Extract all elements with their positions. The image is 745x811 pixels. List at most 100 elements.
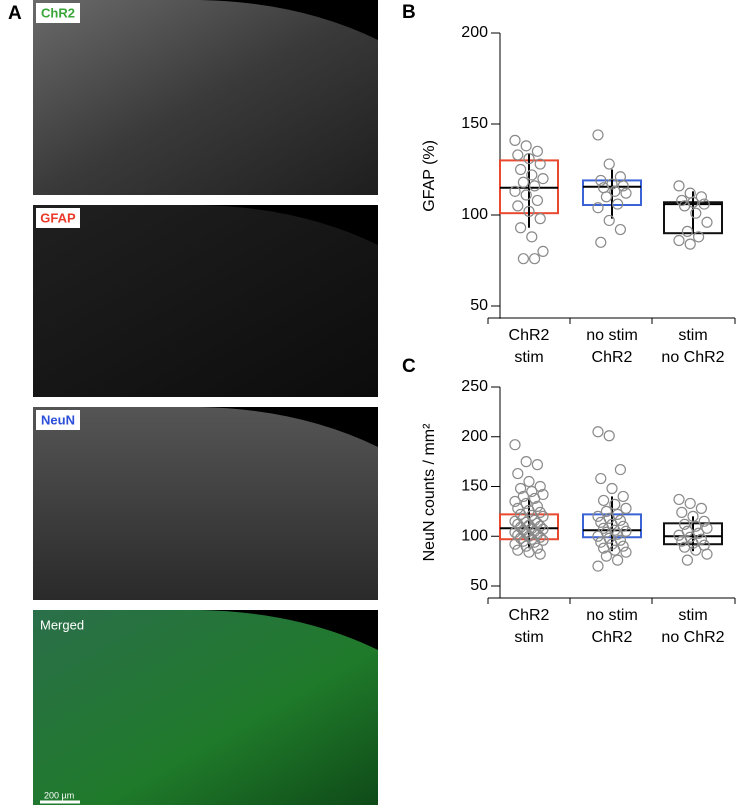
- tissue-edge: [33, 0, 378, 40]
- x-tick-label: ChR2: [592, 629, 633, 646]
- data-point: [600, 505, 613, 517]
- data-point: [614, 463, 627, 476]
- data-point: [595, 536, 607, 548]
- panel-letter: A: [8, 3, 22, 24]
- label-box: [36, 410, 80, 430]
- data-point: [517, 253, 530, 265]
- image-label: GFAP: [40, 210, 76, 225]
- data-point: [534, 480, 546, 493]
- data-point: [520, 497, 532, 510]
- data-point: [509, 515, 521, 527]
- x-tick-label: stim: [514, 629, 543, 646]
- data-point: [523, 546, 535, 558]
- y-tick-label: 150: [461, 478, 488, 495]
- data-point: [528, 180, 541, 192]
- data-point: [509, 538, 521, 550]
- data-point: [676, 194, 688, 207]
- data-point: [526, 485, 538, 498]
- data-point: [676, 506, 688, 518]
- x-tick-label: no ChR2: [661, 349, 724, 366]
- micrograph: [33, 610, 378, 805]
- data-point: [597, 542, 610, 554]
- data-point: [531, 459, 544, 471]
- data-point: [701, 548, 713, 560]
- data-point: [681, 554, 694, 566]
- label-box: [36, 3, 80, 23]
- data-point: [678, 518, 691, 530]
- data-point: [514, 532, 527, 544]
- data-point: [603, 158, 615, 170]
- data-point: [673, 180, 685, 192]
- data-point: [617, 490, 629, 503]
- image-label: Merged: [40, 617, 84, 632]
- data-point: [600, 550, 613, 562]
- y-axis-label: NeuN counts / mm²: [421, 423, 438, 561]
- panel-letter: C: [402, 356, 416, 377]
- data-point: [695, 191, 708, 203]
- data-point: [673, 529, 685, 541]
- y-tick-label: 100: [461, 206, 488, 223]
- data-point: [528, 253, 541, 265]
- y-axis-label: GFAP (%): [421, 140, 438, 212]
- x-tick-label: stim: [678, 607, 707, 624]
- x-tick-label: ChR2: [509, 607, 550, 624]
- data-point: [687, 510, 699, 522]
- data-point: [684, 238, 696, 250]
- data-point: [512, 467, 524, 480]
- data-point: [690, 207, 702, 219]
- data-point: [673, 493, 685, 506]
- data-point: [606, 482, 618, 495]
- micrograph: [33, 0, 378, 195]
- y-tick-label: 250: [461, 378, 488, 395]
- data-point: [678, 200, 691, 212]
- data-point: [609, 498, 621, 511]
- data-point: [592, 426, 604, 438]
- tissue-edge: [33, 610, 378, 650]
- y-tick-label: 50: [470, 297, 488, 314]
- data-point: [690, 544, 702, 556]
- data-point: [514, 482, 527, 495]
- data-point: [534, 158, 546, 170]
- data-point: [609, 544, 621, 556]
- data-point: [520, 189, 532, 201]
- data-point: [690, 520, 702, 532]
- data-point: [520, 456, 532, 468]
- data-point: [695, 502, 708, 514]
- data-point: [512, 200, 524, 212]
- data-point: [514, 163, 527, 176]
- data-point: [620, 502, 632, 514]
- data-point: [592, 202, 604, 214]
- data-point: [611, 554, 624, 566]
- micrograph: [33, 407, 378, 600]
- data-point: [514, 222, 527, 234]
- data-point: [509, 495, 521, 508]
- data-point: [678, 541, 691, 553]
- data-point: [684, 497, 696, 510]
- data-point: [698, 515, 710, 527]
- x-tick-label: ChR2: [509, 327, 550, 344]
- data-point: [509, 526, 521, 538]
- data-point: [673, 234, 685, 247]
- y-tick-label: 100: [461, 527, 488, 544]
- data-point: [592, 129, 604, 141]
- data-point: [603, 430, 615, 442]
- data-point: [523, 152, 535, 165]
- data-point: [531, 194, 544, 207]
- y-tick-label: 200: [461, 428, 488, 445]
- data-point: [531, 145, 544, 157]
- data-point: [701, 216, 713, 228]
- data-point: [512, 149, 524, 161]
- data-point: [534, 213, 546, 225]
- data-point: [526, 533, 538, 545]
- x-tick-label: no stim: [586, 327, 638, 344]
- image-label: NeuN: [41, 412, 75, 427]
- data-point: [509, 439, 521, 451]
- tissue-edge: [33, 407, 378, 447]
- data-point: [681, 225, 694, 237]
- data-point: [609, 185, 621, 197]
- data-point: [614, 223, 627, 236]
- data-point: [698, 198, 710, 210]
- data-point: [509, 185, 521, 197]
- y-tick-label: 150: [461, 115, 488, 132]
